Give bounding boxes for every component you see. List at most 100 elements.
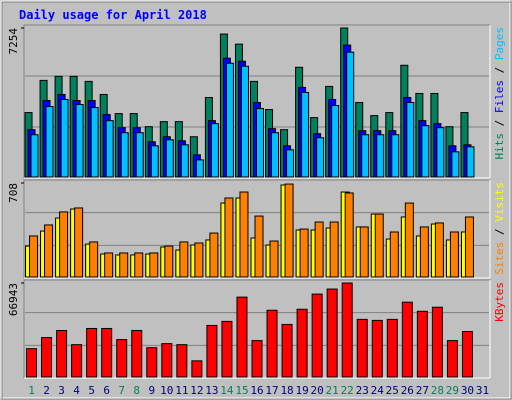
bar bbox=[371, 319, 383, 378]
bar bbox=[119, 252, 129, 278]
legend-entry: Visits bbox=[493, 182, 506, 222]
bar bbox=[344, 192, 354, 278]
x-tick-label: 2 bbox=[43, 384, 50, 397]
x-tick-label: 7 bbox=[118, 384, 125, 397]
bar bbox=[194, 242, 204, 278]
bar bbox=[406, 102, 415, 178]
legend-entry: Sites bbox=[493, 242, 506, 275]
bar bbox=[329, 221, 339, 278]
chart-title: Daily usage for April 2018 bbox=[19, 8, 207, 22]
legend-entry: Pages bbox=[493, 27, 506, 60]
x-tick-label: 29 bbox=[446, 384, 459, 397]
bar bbox=[71, 344, 83, 378]
bar bbox=[221, 320, 233, 378]
legend-separator: / bbox=[493, 113, 506, 133]
bar bbox=[421, 125, 430, 178]
bar bbox=[359, 226, 369, 278]
legend-entry: KBytes bbox=[493, 282, 506, 322]
x-tick-label: 23 bbox=[356, 384, 369, 397]
x-tick-label: 10 bbox=[160, 384, 173, 397]
bar bbox=[44, 224, 54, 278]
bar bbox=[331, 105, 340, 178]
bar bbox=[210, 123, 219, 178]
bar bbox=[446, 340, 458, 378]
bar bbox=[135, 132, 144, 178]
bar bbox=[376, 134, 385, 178]
x-tick-label: 6 bbox=[103, 384, 110, 397]
bar bbox=[436, 127, 445, 178]
bar bbox=[26, 348, 38, 378]
bar bbox=[356, 318, 368, 378]
x-tick-label: 13 bbox=[205, 384, 218, 397]
x-tick-label: 14 bbox=[220, 384, 234, 397]
bar bbox=[41, 337, 53, 378]
bar bbox=[296, 308, 308, 378]
bar bbox=[251, 340, 263, 378]
bar bbox=[389, 231, 399, 278]
bar bbox=[451, 151, 460, 178]
bar bbox=[209, 232, 219, 278]
bar bbox=[101, 327, 113, 378]
x-tick-label: 3 bbox=[58, 384, 65, 397]
legend-entry: Files bbox=[493, 80, 506, 113]
x-tick-label: 25 bbox=[386, 384, 399, 397]
bar bbox=[461, 331, 473, 378]
bar bbox=[236, 296, 248, 378]
bar bbox=[299, 228, 309, 278]
x-tick-label: 16 bbox=[250, 384, 263, 397]
x-tick-label: 28 bbox=[431, 384, 444, 397]
bar bbox=[161, 343, 173, 378]
bar bbox=[269, 240, 279, 278]
bar bbox=[29, 235, 39, 278]
bar bbox=[374, 213, 384, 278]
bar bbox=[180, 144, 189, 178]
bar bbox=[401, 301, 413, 378]
bar bbox=[404, 202, 414, 278]
y-tick-label: 66943 bbox=[7, 283, 20, 316]
bar bbox=[464, 216, 474, 278]
bar bbox=[45, 106, 54, 178]
x-tick-label: 4 bbox=[73, 384, 80, 397]
bar bbox=[346, 51, 355, 178]
x-tick-label: 22 bbox=[341, 384, 354, 397]
bar bbox=[30, 134, 39, 178]
y-tick-label: 7254 bbox=[7, 28, 20, 55]
x-tick-label: 26 bbox=[401, 384, 414, 397]
bar bbox=[266, 309, 278, 378]
x-tick-label: 5 bbox=[88, 384, 95, 397]
bar bbox=[419, 226, 429, 278]
bar bbox=[391, 134, 400, 178]
legend-separator: / bbox=[493, 60, 506, 80]
bar bbox=[74, 207, 84, 278]
x-tick-label: 15 bbox=[235, 384, 248, 397]
bar bbox=[466, 146, 475, 178]
legend: Hits / Files / Pages bbox=[493, 27, 506, 160]
legend: KBytes bbox=[493, 282, 506, 322]
bar bbox=[56, 329, 68, 378]
bar bbox=[286, 149, 295, 178]
bar bbox=[134, 252, 144, 278]
bar bbox=[316, 137, 325, 178]
bar bbox=[86, 327, 98, 378]
legend: Sites / Visits bbox=[493, 182, 506, 275]
x-tick-label: 30 bbox=[461, 384, 474, 397]
bar bbox=[449, 231, 459, 278]
bar bbox=[105, 120, 114, 178]
legend-separator: / bbox=[493, 222, 506, 242]
bar bbox=[75, 104, 84, 178]
legend-entry: Hits bbox=[493, 133, 506, 160]
bar bbox=[150, 145, 159, 178]
bar bbox=[195, 159, 204, 178]
bar bbox=[314, 221, 324, 278]
bar bbox=[225, 62, 234, 178]
bar bbox=[311, 293, 323, 378]
x-tick-label: 1 bbox=[28, 384, 35, 397]
x-tick-label: 27 bbox=[416, 384, 429, 397]
x-tick-label: 8 bbox=[133, 384, 140, 397]
bar bbox=[301, 91, 310, 178]
bar bbox=[431, 306, 443, 378]
bar bbox=[416, 310, 428, 378]
bar bbox=[240, 65, 249, 178]
bar bbox=[131, 329, 143, 378]
